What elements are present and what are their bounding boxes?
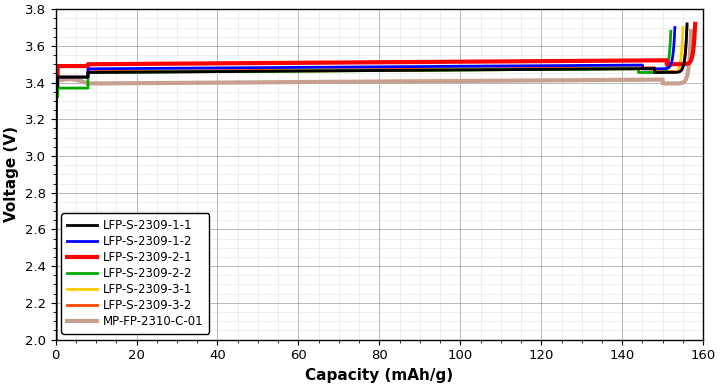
LFP-S-2309-2-1	[667, 62, 676, 67]
MP-FP-2310-C-01	[514, 78, 523, 83]
LFP-S-2309-3-2	[656, 69, 665, 74]
LFP-S-2309-1-2	[644, 67, 652, 71]
LFP-S-2309-1-1	[107, 70, 115, 75]
LFP-S-2309-1-2	[51, 337, 60, 342]
MP-FP-2310-C-01	[665, 81, 674, 86]
LFP-S-2309-3-2	[659, 69, 667, 74]
LFP-S-2309-3-1	[652, 70, 661, 75]
Line: LFP-S-2309-2-1: LFP-S-2309-2-1	[55, 24, 695, 339]
Line: LFP-S-2309-1-2: LFP-S-2309-1-2	[55, 27, 675, 339]
LFP-S-2309-2-2	[385, 68, 394, 73]
LFP-S-2309-1-2	[387, 64, 396, 69]
MP-FP-2310-C-01	[107, 81, 115, 86]
X-axis label: Capacity (mAh/g): Capacity (mAh/g)	[305, 368, 454, 383]
LFP-S-2309-2-2	[640, 70, 649, 75]
LFP-S-2309-3-2	[51, 337, 60, 342]
LFP-S-2309-2-2	[496, 67, 505, 72]
LFP-S-2309-2-2	[106, 70, 114, 75]
LFP-S-2309-1-1	[659, 70, 667, 75]
Line: LFP-S-2309-2-2: LFP-S-2309-2-2	[55, 31, 671, 339]
LFP-S-2309-3-1	[505, 67, 513, 72]
LFP-S-2309-1-1	[656, 70, 665, 75]
LFP-S-2309-2-1	[51, 337, 60, 342]
LFP-S-2309-3-2	[394, 67, 402, 72]
LFP-S-2309-2-2	[642, 70, 651, 75]
MP-FP-2310-C-01	[687, 29, 696, 34]
LFP-S-2309-2-2	[540, 67, 549, 72]
LFP-S-2309-2-1	[670, 62, 678, 67]
LFP-S-2309-2-2	[667, 29, 675, 34]
MP-FP-2310-C-01	[560, 78, 569, 82]
LFP-S-2309-3-1	[392, 68, 400, 73]
Line: LFP-S-2309-3-2: LFP-S-2309-3-2	[55, 26, 687, 339]
LFP-S-2309-2-1	[690, 22, 699, 26]
LFP-S-2309-3-2	[683, 23, 691, 28]
LFP-S-2309-2-1	[107, 62, 115, 67]
LFP-S-2309-3-2	[554, 66, 562, 71]
LFP-S-2309-2-1	[400, 60, 409, 64]
LFP-S-2309-3-1	[51, 337, 60, 342]
Legend: LFP-S-2309-1-1, LFP-S-2309-1-2, LFP-S-2309-2-1, LFP-S-2309-2-2, LFP-S-2309-3-1, : LFP-S-2309-1-1, LFP-S-2309-1-2, LFP-S-23…	[61, 213, 210, 334]
Line: LFP-S-2309-3-1: LFP-S-2309-3-1	[55, 27, 683, 339]
LFP-S-2309-3-1	[654, 70, 663, 75]
Line: MP-FP-2310-C-01: MP-FP-2310-C-01	[55, 31, 691, 339]
LFP-S-2309-1-1	[394, 68, 402, 73]
LFP-S-2309-3-1	[107, 70, 115, 75]
LFP-S-2309-3-2	[107, 69, 115, 74]
LFP-S-2309-3-2	[508, 66, 516, 71]
LFP-S-2309-1-1	[683, 22, 691, 26]
LFP-S-2309-1-2	[499, 64, 508, 68]
LFP-S-2309-1-2	[647, 67, 655, 71]
LFP-S-2309-1-2	[106, 66, 114, 71]
LFP-S-2309-1-1	[51, 337, 60, 342]
LFP-S-2309-2-1	[517, 59, 526, 63]
LFP-S-2309-1-1	[508, 67, 516, 72]
LFP-S-2309-2-1	[564, 59, 572, 63]
Y-axis label: Voltage (V): Voltage (V)	[4, 127, 19, 223]
Line: LFP-S-2309-1-1: LFP-S-2309-1-1	[55, 24, 687, 339]
LFP-S-2309-2-2	[51, 337, 60, 342]
MP-FP-2310-C-01	[663, 81, 672, 86]
LFP-S-2309-3-1	[550, 67, 559, 72]
MP-FP-2310-C-01	[398, 79, 407, 84]
LFP-S-2309-1-1	[554, 67, 562, 72]
LFP-S-2309-1-2	[670, 25, 679, 30]
MP-FP-2310-C-01	[51, 337, 60, 342]
LFP-S-2309-3-1	[679, 25, 688, 30]
LFP-S-2309-1-2	[544, 63, 552, 68]
